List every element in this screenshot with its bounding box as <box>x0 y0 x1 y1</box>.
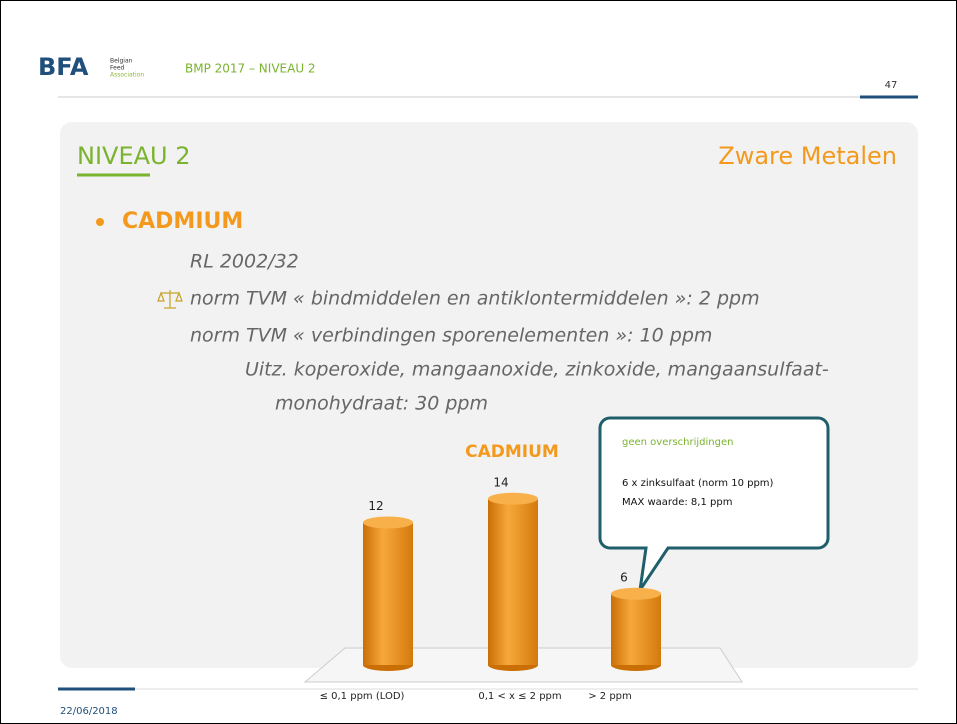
footer-date: 22/06/2018 <box>60 706 118 717</box>
bar-top <box>488 492 538 505</box>
topic: Zware Metalen <box>718 142 897 170</box>
bar <box>611 593 661 665</box>
logo: BFA <box>38 53 89 81</box>
text-line: monohydraat: 30 ppm <box>275 393 488 415</box>
x-tick-label: ≤ 0,1 ppm (LOD) <box>320 691 405 702</box>
value-label: 14 <box>493 475 508 489</box>
bar <box>488 498 538 665</box>
bar-top <box>611 587 661 600</box>
callout-text: 6 x zinksulfaat (norm 10 ppm) <box>622 478 774 489</box>
callout-text: MAX waarde: 8,1 ppm <box>622 497 732 508</box>
value-label: 6 <box>620 570 628 584</box>
chart-title: CADMIUM <box>465 442 559 462</box>
logo-sub: Feed <box>110 65 125 72</box>
bullet-dot <box>96 218 104 226</box>
logo-sub: Belgian <box>110 58 133 65</box>
value-label: 12 <box>368 499 383 513</box>
page-number: 47 <box>885 80 898 91</box>
scale-icon <box>157 290 183 309</box>
header-title: BMP 2017 – NIVEAU 2 <box>185 62 316 76</box>
bar <box>363 522 413 665</box>
bar-top <box>363 516 413 529</box>
text-line: RL 2002/32 <box>190 251 299 273</box>
heading: NIVEAU 2 <box>77 142 191 170</box>
x-tick-label: 0,1 < x ≤ 2 ppm <box>478 691 561 702</box>
callout-text: geen overschrijdingen <box>622 437 733 448</box>
callout-bubble <box>598 416 830 591</box>
text-line: norm TVM « verbindingen sporenelementen … <box>190 325 712 347</box>
logo-sub: Association <box>110 72 144 79</box>
text-line: norm TVM « bindmiddelen en antiklontermi… <box>190 288 760 310</box>
bullet: CADMIUM <box>122 209 243 234</box>
text-line: Uitz. koperoxide, mangaanoxide, zinkoxid… <box>245 359 829 381</box>
x-tick-label: > 2 ppm <box>588 691 632 702</box>
